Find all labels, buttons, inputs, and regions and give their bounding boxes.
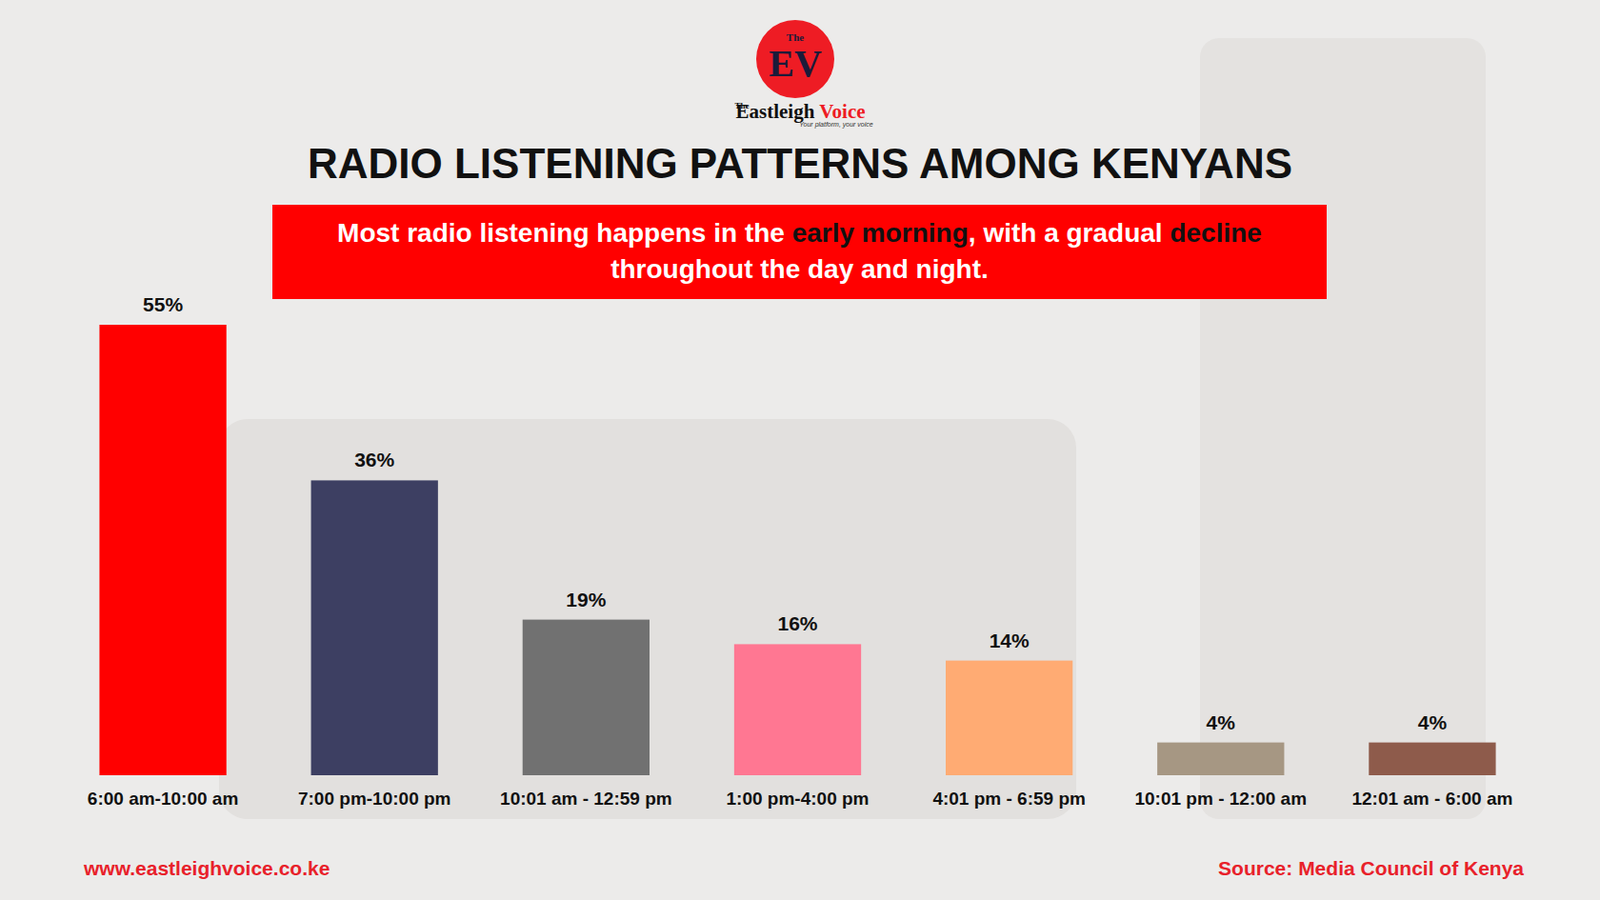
data-label: 4% bbox=[1206, 711, 1237, 734]
bar bbox=[311, 480, 439, 776]
data-label: 16% bbox=[777, 612, 818, 635]
background bbox=[0, 0, 1600, 900]
data-label: 19% bbox=[565, 588, 606, 611]
x-tick-label: 10:01 am - 12:59 pm bbox=[500, 788, 673, 809]
bar bbox=[945, 660, 1073, 776]
x-tick-label: 4:01 pm - 6:59 pm bbox=[932, 788, 1086, 809]
x-tick: 6:00 am-10:00 am bbox=[87, 775, 239, 809]
bar bbox=[1368, 742, 1496, 776]
brand-tagline: Your platform, your voice bbox=[799, 120, 874, 129]
data-label: 4% bbox=[1418, 711, 1448, 734]
x-tick-label: 10:01 pm - 12:00 am bbox=[1134, 788, 1307, 809]
data-label: 14% bbox=[989, 629, 1030, 652]
x-tick: 10:01 pm - 12:00 am bbox=[1134, 775, 1307, 809]
data-labels: 55% 36% 19% 16% 14% 4% 4% bbox=[142, 293, 1447, 734]
background-decor bbox=[219, 38, 1486, 820]
x-tick-label: 1:00 pm-4:00 pm bbox=[726, 788, 870, 809]
x-axis-line bbox=[58, 775, 1540, 777]
x-tick: 4:01 pm - 6:59 pm bbox=[932, 775, 1086, 809]
logo-text: EV bbox=[768, 41, 822, 85]
x-tick-label: 12:01 am - 6:00 am bbox=[1351, 788, 1513, 809]
bar bbox=[99, 324, 226, 776]
logo-circle bbox=[756, 20, 835, 99]
bar bbox=[1157, 742, 1284, 776]
x-axis: 6:00 am-10:00 am 7:00 pm-10:00 pm 10:01 am… bbox=[58, 775, 1540, 809]
subtitle-highlight: decline bbox=[1169, 218, 1261, 248]
bar bbox=[734, 643, 861, 776]
bar bbox=[522, 620, 650, 776]
x-tick: 7:00 pm-10:00 pm bbox=[298, 775, 452, 809]
subtitle: Most radio listening happens in the earl… bbox=[272, 204, 1327, 300]
x-tick-label: 6:00 am-10:00 am bbox=[87, 788, 239, 809]
x-tick: 12:01 am - 6:00 am bbox=[1351, 775, 1513, 809]
data-label: 55% bbox=[142, 293, 183, 316]
title: RADIO LISTENING PATTERNS AMONG KENYANS bbox=[307, 140, 1293, 187]
x-tick: 10:01 am - 12:59 pm bbox=[500, 775, 673, 809]
brand-main: Eastleigh bbox=[735, 100, 815, 123]
website: www.eastleighvoice.co.ke bbox=[82, 857, 330, 880]
subtitle-highlight: early morning bbox=[792, 218, 969, 248]
background-shape bbox=[219, 419, 1077, 820]
brand-accent: Voice bbox=[819, 100, 865, 123]
data-label: 36% bbox=[354, 448, 395, 471]
x-tick: 1:00 pm-4:00 pm bbox=[726, 775, 870, 809]
source: Source: Media Council of Kenya bbox=[1218, 857, 1524, 880]
bars bbox=[99, 324, 1496, 776]
brand-name: TheEastleighVoice bbox=[734, 100, 865, 123]
x-tick-label: 7:00 pm-10:00 pm bbox=[298, 788, 452, 809]
